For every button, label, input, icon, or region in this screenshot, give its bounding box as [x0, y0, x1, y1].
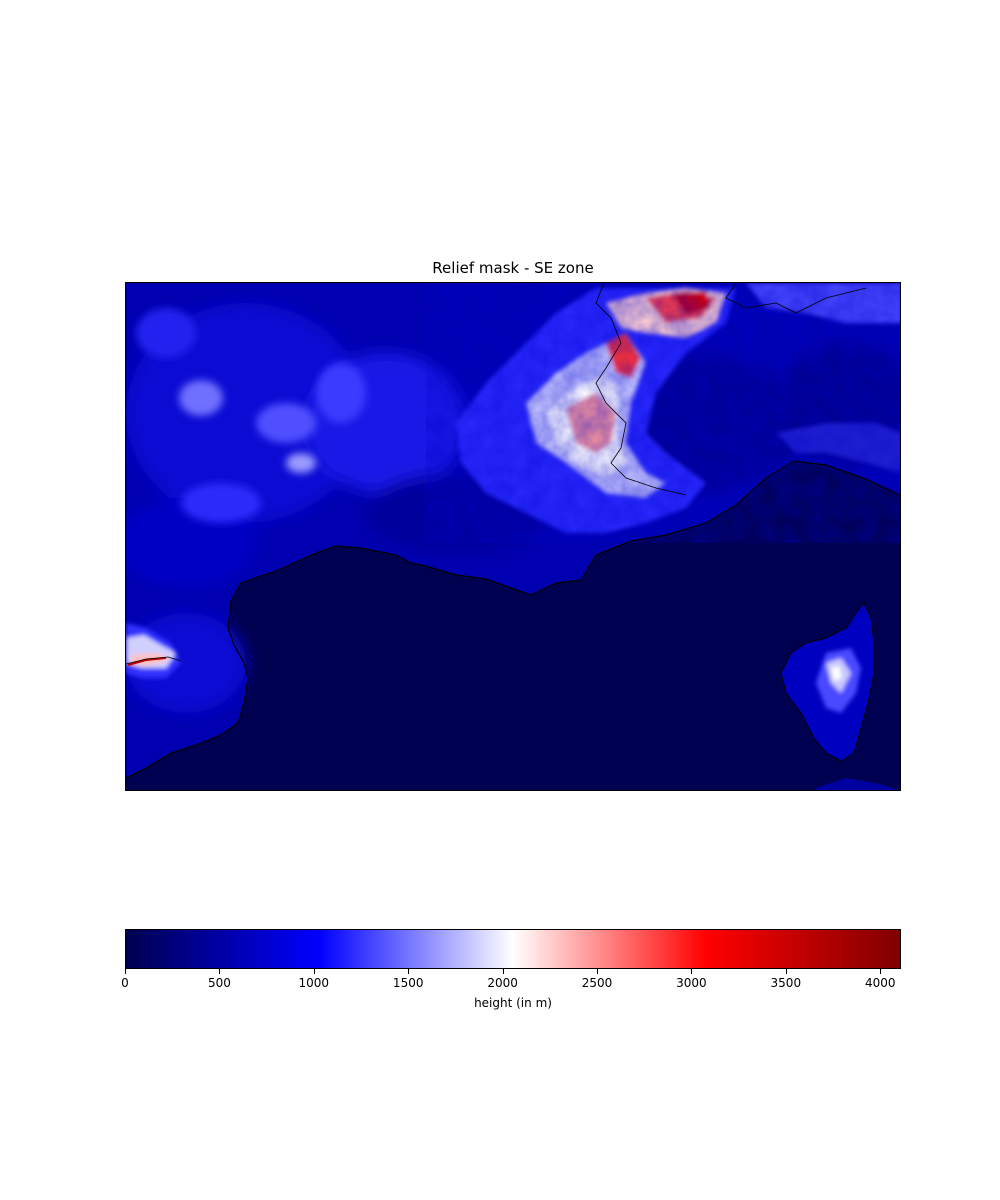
colorbar-tick-label: 2500: [581, 976, 613, 990]
colorbar-gradient: [126, 930, 900, 968]
relief-map: [125, 282, 901, 791]
colorbar-tick-label: 4000: [864, 976, 896, 990]
colorbar-ticks: 0 500 1000 1500 2000 2500 3000 3500 4000: [121, 969, 901, 999]
colorbar-tick-label: 3000: [676, 976, 707, 990]
colorbar-tick: [597, 969, 599, 974]
colorbar-tick-label: 3500: [770, 976, 802, 990]
border-france-italy: [595, 283, 687, 496]
colorbar: [125, 929, 901, 969]
colorbar-tick: [691, 969, 693, 974]
coastline: [126, 460, 900, 779]
colorbar-tick: [880, 969, 882, 974]
relief-map-svg: [126, 283, 900, 790]
colorbar-tick-label: 500: [207, 976, 231, 990]
border-switzerland: [725, 283, 867, 314]
colorbar-tick-label: 0: [121, 976, 129, 990]
corsica: [780, 602, 899, 790]
chart-title: Relief mask - SE zone: [432, 259, 594, 277]
colorbar-tick-label: 2000: [487, 976, 518, 990]
colorbar-tick-label: 1000: [298, 976, 330, 990]
colorbar-tick: [219, 969, 221, 974]
colorbar-label: height (in m): [474, 996, 552, 1010]
colorbar-tick: [125, 969, 126, 974]
colorbar-tick-label: 1500: [392, 976, 424, 990]
colorbar-tick: [502, 969, 504, 974]
border-spain: [126, 656, 182, 665]
colorbar-tick: [408, 969, 410, 974]
colorbar-tick: [785, 969, 787, 974]
colorbar-tick: [313, 969, 315, 974]
pyrenees-ridge: [127, 657, 167, 666]
